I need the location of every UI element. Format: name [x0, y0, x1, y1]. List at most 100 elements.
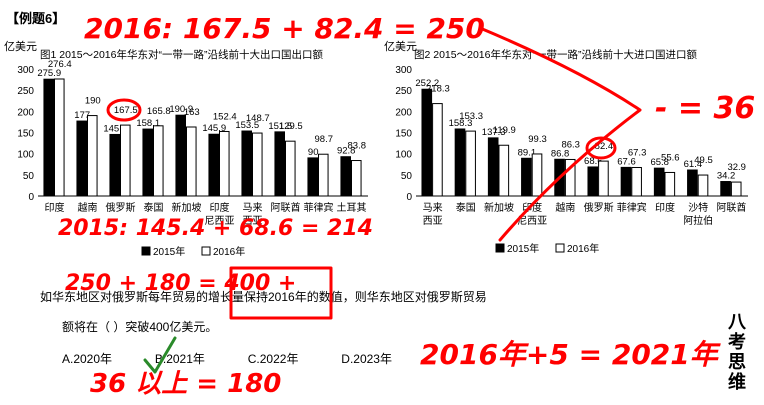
bar: [620, 166, 632, 197]
y-tick-label: 0: [28, 192, 34, 203]
x-tick-label: 西亚: [423, 216, 443, 227]
option-b[interactable]: B.2021年: [154, 352, 205, 366]
data-label: 153.5: [235, 120, 259, 131]
option-c[interactable]: C.2022年: [247, 352, 299, 366]
y-unit-label: 亿美元: [384, 40, 417, 53]
bar: [598, 160, 609, 197]
bar: [531, 153, 543, 197]
data-label: 129.5: [279, 121, 303, 132]
y-tick-label: 250: [17, 86, 34, 97]
x-tick-label: 新加坡: [172, 201, 202, 214]
data-label: 89.1: [518, 147, 537, 158]
data-label: 153.3: [459, 111, 483, 122]
bar: [109, 133, 121, 197]
bar: [587, 166, 599, 197]
bar: [87, 115, 98, 197]
x-tick-label: 马来: [423, 202, 443, 214]
data-label: 65.8: [650, 157, 669, 168]
x-tick-label: 马来: [243, 202, 263, 214]
legend-swatch: [495, 243, 505, 253]
x-tick-label: 尼西亚: [517, 215, 547, 227]
data-label: 158.3: [449, 118, 473, 129]
x-tick-label: 印度: [210, 201, 230, 214]
bar: [631, 167, 642, 197]
data-label: 218.3: [426, 84, 450, 95]
x-tick-label: 沙特: [688, 202, 708, 214]
x-tick-label: 新加坡: [484, 201, 514, 214]
legend-label: 2016年: [567, 242, 599, 255]
circle-82-4: [585, 136, 617, 160]
legend-label: 2015年: [507, 242, 539, 255]
legend-swatch: [555, 243, 565, 253]
y-tick-label: 100: [395, 150, 412, 161]
x-tick-label: 土耳其: [337, 201, 367, 214]
bar: [241, 130, 253, 197]
bar: [697, 174, 709, 197]
y-tick-label: 0: [406, 192, 412, 203]
check-mark: [143, 336, 177, 374]
y-tick-label: 300: [17, 65, 34, 76]
bar: [252, 132, 263, 197]
y-tick-label: 200: [395, 107, 412, 118]
question-line-1: 如华东地区对俄罗斯每年贸易的增长量保持2016年的数值，则华东地区对俄罗斯贸易: [40, 290, 487, 304]
bar: [564, 158, 576, 197]
data-label: 158.1: [136, 118, 160, 129]
bar: [720, 181, 731, 197]
x-tick-label: 印度: [655, 201, 675, 214]
bar: [730, 181, 742, 197]
x-tick-label: 俄罗斯: [584, 201, 614, 214]
option-d[interactable]: D.2023年: [341, 352, 392, 366]
data-label: 165.8: [147, 106, 171, 117]
data-label: 252.2: [415, 78, 439, 89]
data-label: 275.9: [37, 68, 61, 79]
annotation-times: 36 以上 = 180: [90, 369, 281, 399]
annotation-diff: - = 36: [655, 91, 755, 126]
y-tick-label: 200: [17, 107, 34, 118]
data-label: 151.5: [268, 121, 292, 132]
bar: [76, 120, 88, 197]
bar: [318, 153, 329, 197]
data-label: 82.4: [595, 141, 614, 152]
bar: [521, 157, 532, 197]
x-tick-label: 越南: [555, 201, 575, 214]
bar: [153, 125, 164, 197]
data-label: 34.2: [717, 171, 736, 182]
bar: [465, 130, 476, 197]
data-label: 190.9: [169, 104, 193, 115]
bar: [664, 171, 676, 197]
data-label: 145.9: [202, 123, 226, 134]
data-label: 276.4: [48, 59, 72, 70]
bar: [219, 130, 230, 197]
circle-167-5: [106, 98, 142, 122]
legend-label: 2016年: [213, 245, 245, 258]
question-line-2: 额将在（ ）突破400亿美元。: [62, 320, 218, 334]
option-a[interactable]: A.2020年: [62, 352, 113, 366]
data-label: 55.6: [661, 152, 680, 163]
bar: [487, 137, 499, 197]
annotation-result: 2016年+5 = 2021年: [420, 338, 722, 371]
data-label: 92.8: [337, 146, 356, 157]
bar: [285, 140, 296, 197]
legend-swatch: [141, 246, 151, 256]
bar: [454, 128, 466, 197]
data-label: 90: [308, 147, 319, 158]
legend-swatch: [201, 246, 211, 256]
data-label: 61.4: [684, 159, 703, 170]
x-tick-label: 菲律宾: [617, 201, 647, 214]
data-label: 99.3: [528, 134, 547, 145]
bar: [687, 169, 698, 197]
data-label: 32.9: [727, 162, 746, 173]
data-label: 86.8: [551, 148, 570, 159]
x-tick-label: 阿联酋: [271, 201, 301, 214]
data-label: 67.6: [617, 156, 636, 167]
x-tick-label: 泰国: [456, 201, 476, 214]
annotation-top: 2016: 167.5 + 82.4 = 250: [84, 12, 485, 45]
x-tick-label: 泰国: [144, 201, 164, 214]
y-tick-label: 250: [395, 86, 412, 97]
bar: [340, 156, 352, 197]
answer-options: A.2020年 B.2021年 C.2022年 D.2023年: [62, 350, 392, 367]
y-tick-label: 300: [395, 65, 412, 76]
bar: [175, 114, 187, 197]
